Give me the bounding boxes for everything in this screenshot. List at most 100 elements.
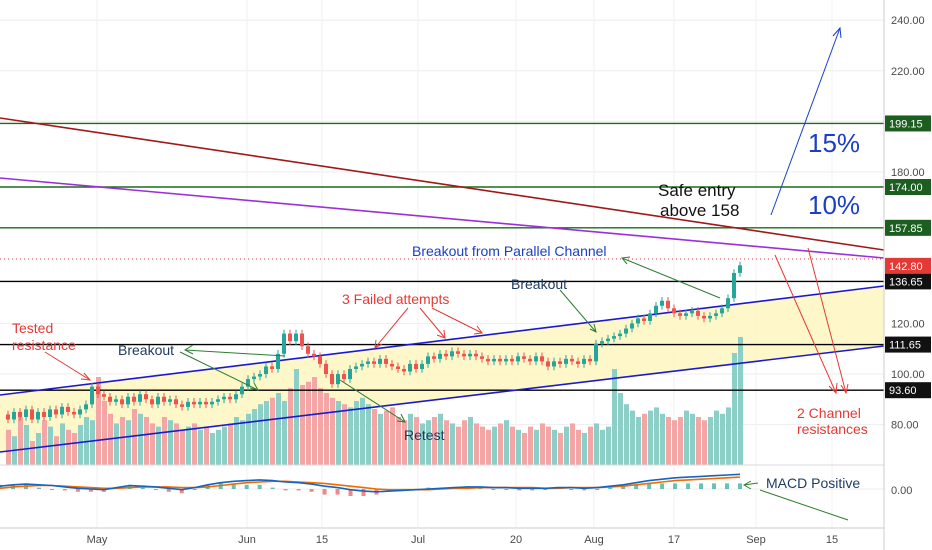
volume-bar [720, 413, 725, 465]
candle-body [540, 356, 544, 362]
candle-body [468, 353, 472, 357]
volume-bar [222, 426, 227, 465]
volume-bar [156, 426, 161, 465]
level-label: 157.85 [889, 223, 923, 235]
level-lines [0, 122, 884, 391]
candle-body [342, 374, 346, 380]
candle-body [312, 353, 316, 357]
candle-body [588, 358, 592, 362]
candle-body [570, 358, 574, 362]
candle-body [348, 368, 352, 380]
volume-bar [198, 429, 203, 465]
volume-bar [696, 417, 701, 465]
volume-bar [360, 397, 365, 465]
candle-body [36, 411, 40, 420]
volume-bar [552, 429, 557, 465]
candle-body [732, 272, 736, 299]
macd-histogram-bar [517, 489, 522, 491]
volume-bar [708, 417, 713, 465]
retest-arrow [339, 379, 406, 423]
pct-10-label: 10% [808, 190, 860, 220]
candle-body [66, 406, 70, 412]
macd-histogram-bar [491, 489, 496, 490]
candle-body [702, 315, 706, 319]
volume-bar [396, 417, 401, 465]
candle-body [402, 368, 406, 372]
candle-body [384, 358, 388, 364]
macd-histogram-bar [36, 487, 41, 489]
candle-body [60, 406, 64, 415]
volume-bar [738, 337, 743, 465]
volume-bar [288, 388, 293, 465]
price-tick-label: 240.00 [891, 15, 925, 27]
candle-body [618, 333, 622, 337]
macd-histogram-bar [608, 487, 613, 489]
candle-body [84, 404, 88, 410]
purple-trendline [0, 177, 885, 259]
volume-bar [36, 433, 41, 465]
candle-body [198, 401, 202, 405]
volume-bar [96, 377, 101, 465]
level-label: 174.00 [889, 182, 923, 194]
volume-bar [162, 417, 167, 465]
channel-upper-line [0, 285, 885, 396]
volume-bar [378, 413, 383, 465]
volume-bar [306, 381, 311, 465]
time-tick-label: 15 [826, 534, 838, 546]
candle-body [456, 351, 460, 354]
last-price-label-bg [885, 257, 931, 274]
time-tick-label: May [87, 534, 108, 546]
volume-bar [210, 433, 215, 465]
candle-body [246, 379, 250, 387]
volume-bar [144, 417, 149, 465]
tested-resistance-arrow [44, 351, 91, 381]
macd-histogram-bar [335, 489, 340, 495]
level-label-bg [885, 219, 931, 236]
volume-bar [120, 417, 125, 465]
candle-body [174, 399, 178, 405]
candle-body [462, 353, 466, 357]
macd-histogram-bar [179, 489, 184, 494]
volume-bar [102, 401, 107, 465]
candle-body [162, 396, 166, 402]
macd-histogram-bar [231, 483, 236, 489]
pct-15-label: 15% [808, 128, 860, 158]
candle-body [714, 313, 718, 316]
candle-body [318, 356, 322, 364]
macd-histogram-bar [569, 489, 574, 490]
volume-bar [666, 417, 671, 465]
time-tick-label: Aug [584, 534, 604, 546]
candle-body [288, 333, 292, 342]
retest-label: Retest [404, 427, 445, 443]
volume-bar [126, 420, 131, 465]
volume-bar [570, 423, 575, 465]
candle-body [690, 310, 694, 314]
volume-bar [414, 417, 419, 465]
volume-bar [432, 417, 437, 465]
volume-bar [132, 409, 137, 465]
breakout-channel-arrow-head [621, 256, 631, 265]
breakout-left-arrow-2-head [249, 382, 260, 391]
macd-line [0, 473, 741, 493]
candle-body [486, 358, 490, 362]
macd-histogram-bar [88, 489, 93, 492]
volume-bar [558, 433, 563, 465]
candle-body [510, 358, 514, 362]
candle-body [30, 409, 34, 420]
volume-bar [390, 407, 395, 465]
candle-body [672, 308, 676, 314]
macd-tick-label: 0.00 [891, 485, 912, 497]
volume-bar [732, 353, 737, 465]
volume-bar [468, 417, 473, 465]
macd-histogram-bar [738, 483, 742, 489]
candle-body [576, 361, 580, 364]
volume-bar [282, 401, 287, 465]
candle-body [132, 396, 136, 402]
candle-body [366, 361, 370, 364]
volume-bar [474, 423, 479, 465]
volume-bar [42, 420, 47, 465]
tested-resistance-label-1: Tested [12, 320, 53, 336]
macd-histogram-bar [348, 489, 353, 496]
volume-bar [18, 417, 23, 465]
candle-body [48, 409, 52, 417]
